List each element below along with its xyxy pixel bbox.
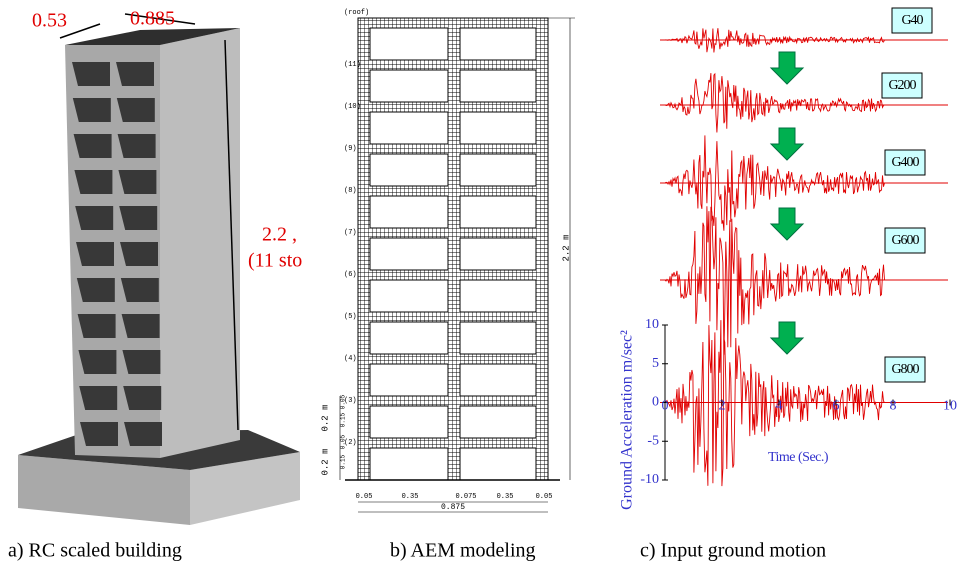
- dimension-label: 0.53: [32, 10, 67, 32]
- arrows: [769, 51, 805, 355]
- side-dimension: 0.2 m: [320, 448, 330, 475]
- signal-box: [881, 72, 923, 99]
- caption: a) RC scaled building: [8, 540, 182, 562]
- x-tick-label: 2: [719, 399, 726, 414]
- side-dimension: 0.2 m: [320, 404, 330, 431]
- floor-label: (3): [344, 397, 357, 405]
- waveform: [664, 320, 893, 487]
- signal-box: [884, 356, 926, 383]
- floor-label: (11): [344, 61, 361, 69]
- width-label: 0.35: [497, 493, 514, 501]
- floor-label: (6): [344, 271, 357, 279]
- x-tick-label: 8: [890, 399, 897, 414]
- dimension-label: 2.2 ,: [262, 224, 297, 246]
- signal-label: G40: [901, 13, 923, 28]
- signal-box: [884, 149, 926, 176]
- dimension-label: (11 sto: [248, 250, 302, 272]
- arrow: [769, 127, 805, 161]
- small-dimension: 0.15: [340, 412, 347, 427]
- width-label: 0.05: [356, 493, 373, 501]
- signal-label: G800: [891, 362, 919, 377]
- signal-box: [884, 227, 926, 254]
- y-axis-label: Ground Acceleration m/sec²: [619, 330, 636, 510]
- y-tick-label: -5: [647, 433, 659, 448]
- width-label: 0.05: [536, 493, 553, 501]
- y-tick-label: 0: [652, 395, 659, 410]
- small-dimension: 0.05: [340, 434, 347, 449]
- arrow: [769, 321, 805, 355]
- x-tick-label: 10: [943, 399, 957, 414]
- arrow: [769, 51, 805, 85]
- arrow: [769, 207, 805, 241]
- signal-label: G200: [888, 78, 916, 93]
- caption: c) Input ground motion: [640, 540, 826, 562]
- x-tick-label: 4: [776, 399, 783, 414]
- floor-label: (roof): [344, 9, 369, 17]
- width-label: 0.35: [402, 493, 419, 501]
- waveform: [664, 135, 893, 231]
- floor-label: (5): [344, 313, 357, 321]
- floor-label: (2): [344, 439, 357, 447]
- y-tick-label: 10: [645, 317, 659, 332]
- waveform: [664, 72, 893, 133]
- dimension-arrow: [124, 13, 196, 25]
- y-tick-label: 5: [652, 356, 659, 371]
- signal-label: G400: [891, 155, 919, 170]
- floor-label: (10): [344, 103, 361, 111]
- x-tick-label: 6: [833, 399, 840, 414]
- width-label: 0.075: [455, 493, 476, 501]
- width-label: 0.875: [441, 503, 465, 512]
- x-tick-label: 0: [662, 399, 669, 414]
- y-tick-label: -10: [640, 472, 659, 487]
- dimension-arrow: [59, 23, 101, 39]
- signal-label: G600: [891, 233, 919, 248]
- small-dimension: 0.05: [340, 394, 347, 409]
- dimension-arrow: [224, 39, 239, 431]
- signal-box: [891, 7, 933, 34]
- x-axis-label: Time (Sec.): [768, 450, 829, 465]
- building-render: [18, 28, 300, 525]
- height-label: 2.2 m: [561, 234, 571, 261]
- waveform: [664, 28, 893, 53]
- floor-label: (9): [344, 145, 357, 153]
- waveforms: [660, 28, 948, 487]
- caption: b) AEM modeling: [390, 540, 536, 562]
- floor-label: (7): [344, 229, 357, 237]
- waveform: [664, 206, 893, 355]
- floor-label: (8): [344, 187, 357, 195]
- small-dimension: 0.15: [340, 454, 347, 469]
- floor-label: (4): [344, 355, 357, 363]
- aem-model: [339, 17, 575, 513]
- dimension-label: 0.885: [130, 8, 175, 30]
